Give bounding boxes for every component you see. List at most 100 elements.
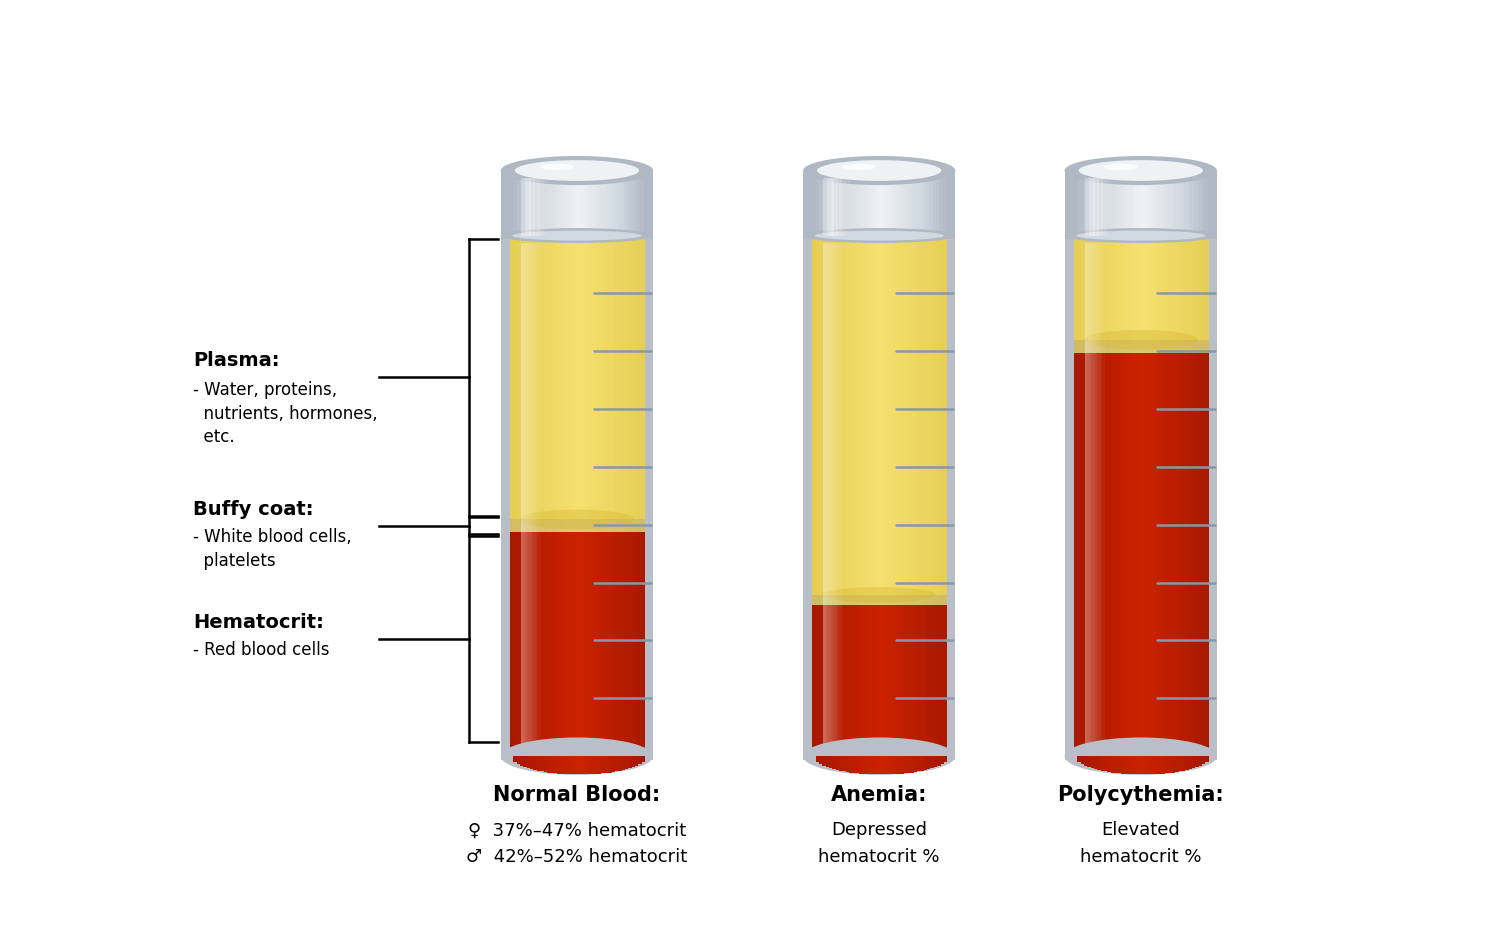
Bar	[849, 594, 853, 606]
Bar	[548, 236, 552, 519]
Bar	[876, 594, 880, 606]
Bar	[1134, 340, 1138, 353]
Bar	[608, 171, 612, 239]
Bar	[813, 236, 818, 594]
Bar	[610, 526, 615, 756]
Bar	[644, 236, 652, 760]
Bar	[879, 600, 884, 756]
Bar	[886, 236, 891, 594]
Bar	[573, 519, 578, 532]
Bar	[859, 236, 864, 594]
Bar	[1148, 340, 1152, 353]
Bar	[573, 526, 578, 756]
Bar	[634, 236, 639, 756]
Bar	[550, 526, 555, 756]
Bar	[520, 243, 524, 749]
Bar	[600, 171, 604, 239]
Bar	[597, 756, 602, 774]
Bar	[560, 519, 564, 532]
Bar	[597, 171, 602, 239]
Bar	[530, 526, 534, 756]
Bar	[616, 171, 621, 239]
Bar	[903, 236, 908, 756]
Bar	[586, 171, 591, 239]
Bar	[865, 756, 870, 774]
Bar	[1101, 340, 1106, 353]
Bar	[856, 594, 861, 606]
Bar	[524, 756, 528, 767]
Bar	[550, 236, 555, 756]
Bar	[906, 600, 910, 756]
Bar	[1131, 236, 1136, 340]
Bar	[594, 171, 598, 239]
Bar	[852, 236, 856, 594]
Bar	[1158, 346, 1162, 756]
Bar	[532, 177, 543, 236]
Bar	[903, 756, 908, 774]
Bar	[892, 171, 897, 239]
Bar	[836, 177, 846, 236]
Bar	[548, 171, 552, 239]
Bar	[822, 594, 827, 606]
Bar	[922, 236, 927, 594]
Bar	[1094, 236, 1098, 756]
Bar	[1118, 346, 1122, 756]
Bar	[616, 519, 621, 532]
Bar	[865, 600, 870, 756]
Bar	[1074, 236, 1078, 756]
Bar	[882, 236, 886, 594]
Bar	[922, 171, 927, 239]
Bar	[836, 243, 839, 749]
Bar	[1101, 236, 1106, 340]
Bar	[816, 594, 821, 606]
Ellipse shape	[1084, 330, 1197, 349]
Bar	[920, 594, 924, 606]
Bar	[600, 526, 604, 756]
Bar	[580, 519, 585, 532]
Bar	[540, 519, 544, 532]
Bar	[1088, 243, 1089, 749]
Bar	[909, 756, 914, 773]
Bar	[849, 756, 853, 773]
Bar	[1084, 243, 1088, 749]
Bar	[554, 171, 558, 239]
Bar	[1098, 236, 1102, 756]
Bar	[859, 236, 864, 756]
Bar	[627, 519, 632, 532]
Bar	[1114, 346, 1119, 756]
Bar	[520, 519, 525, 532]
Bar	[882, 171, 886, 239]
Bar	[1110, 236, 1114, 340]
Bar	[882, 236, 886, 756]
Bar	[1074, 346, 1078, 756]
Bar	[537, 519, 542, 532]
Bar	[1080, 171, 1084, 239]
Bar	[538, 243, 542, 749]
Text: Hematocrit:: Hematocrit:	[194, 612, 324, 632]
Bar	[822, 236, 827, 756]
Ellipse shape	[1080, 742, 1202, 771]
Bar	[610, 236, 615, 519]
Bar	[1137, 171, 1142, 239]
Bar	[876, 171, 880, 239]
Bar	[1188, 236, 1192, 340]
Bar	[819, 171, 824, 239]
Bar	[916, 600, 921, 756]
Bar	[830, 600, 834, 756]
Bar	[939, 171, 944, 239]
Text: - Water, proteins,
  nutrients, hormones,
  etc.: - Water, proteins, nutrients, hormones, …	[194, 381, 378, 446]
Bar	[567, 756, 572, 775]
Bar	[530, 177, 540, 236]
Bar	[1092, 243, 1095, 749]
Bar	[1088, 756, 1092, 767]
Bar	[624, 171, 628, 239]
Bar	[540, 756, 544, 772]
Bar	[513, 756, 517, 762]
Bar	[912, 236, 916, 756]
Bar	[825, 594, 830, 606]
Bar	[926, 236, 930, 756]
Bar	[825, 756, 830, 767]
Bar	[548, 756, 552, 773]
Bar	[610, 756, 615, 772]
Bar	[1164, 171, 1168, 239]
